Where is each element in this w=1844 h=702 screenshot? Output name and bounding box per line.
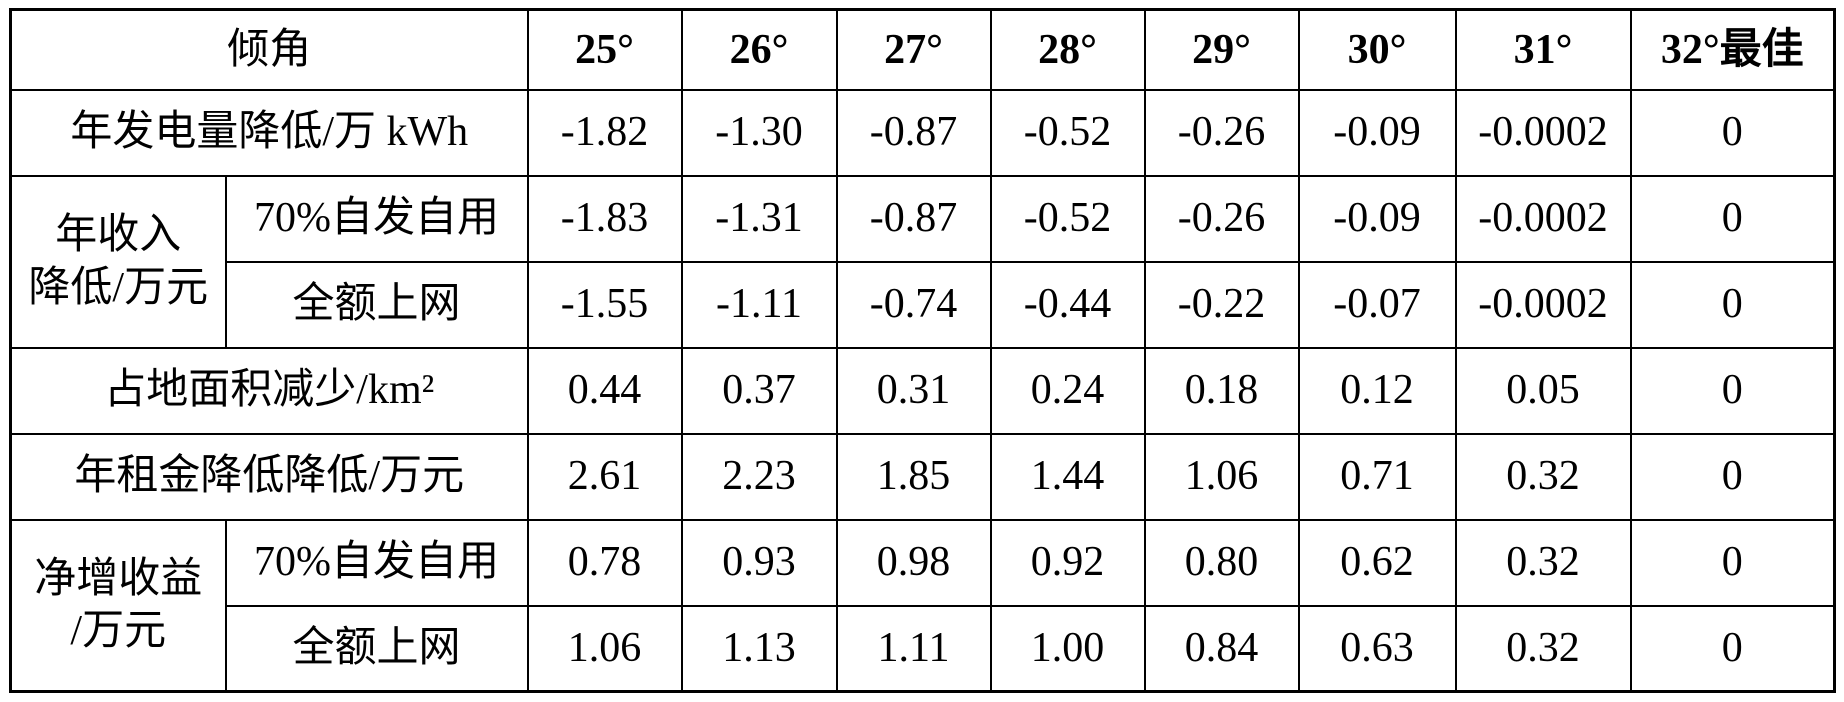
table-cell: 0.31 bbox=[835, 346, 992, 435]
table-cell: -1.82 bbox=[526, 88, 683, 177]
table-cell: -1.55 bbox=[526, 260, 683, 349]
table-cell: 0.84 bbox=[1143, 604, 1300, 693]
column-header-26deg: 26° bbox=[680, 8, 838, 91]
table-cell: 0.32 bbox=[1454, 518, 1632, 607]
table-cell: 0.98 bbox=[835, 518, 992, 607]
table-row-net-gain-full-grid: 全额上网 1.06 1.13 1.11 1.00 0.84 0.63 0.32 … bbox=[11, 604, 1836, 693]
table-cell: -1.30 bbox=[680, 88, 838, 177]
table-cell: 1.13 bbox=[680, 604, 838, 693]
column-header-29deg: 29° bbox=[1143, 8, 1300, 91]
column-header-31deg: 31° bbox=[1454, 8, 1632, 91]
table-cell: -0.87 bbox=[835, 88, 992, 177]
table-cell: 1.11 bbox=[835, 604, 992, 693]
table-cell: 1.06 bbox=[526, 604, 683, 693]
table-row-land-area-reduction: 占地面积减少/km² 0.44 0.37 0.31 0.24 0.18 0.12… bbox=[9, 346, 1836, 435]
table-row-annual-rent-decrease: 年租金降低降低/万元 2.61 2.23 1.85 1.44 1.06 0.71… bbox=[9, 432, 1836, 521]
table-cell: 0 bbox=[1629, 604, 1836, 693]
table-cell: 0.32 bbox=[1454, 604, 1632, 693]
table-cell: 1.85 bbox=[835, 432, 992, 521]
table-cell: -0.26 bbox=[1143, 88, 1300, 177]
table-cell: 0.62 bbox=[1297, 518, 1457, 607]
table-cell: 0 bbox=[1629, 518, 1836, 607]
column-header-30deg: 30° bbox=[1297, 8, 1457, 91]
table-cell: 1.44 bbox=[989, 432, 1146, 521]
column-header-28deg: 28° bbox=[989, 8, 1146, 91]
table-cell: -1.83 bbox=[526, 174, 683, 263]
tilt-angle-comparison-table: 倾角 25° 26° 27° 28° 29° 30° 31° 32°最佳 年发电… bbox=[9, 8, 1837, 693]
column-header-32deg-optimal: 32°最佳 bbox=[1629, 8, 1836, 91]
table-cell: 0 bbox=[1629, 88, 1836, 177]
table-cell: 0.92 bbox=[989, 518, 1146, 607]
table-cell: 0 bbox=[1629, 432, 1836, 521]
column-header-27deg: 27° bbox=[835, 8, 992, 91]
table-cell: -0.74 bbox=[835, 260, 992, 349]
table-cell: 1.06 bbox=[1143, 432, 1300, 521]
table-cell: -0.87 bbox=[835, 174, 992, 263]
table-row-annual-generation-decrease: 年发电量降低/万 kWh -1.82 -1.30 -0.87 -0.52 -0.… bbox=[9, 88, 1836, 177]
table-cell: 0 bbox=[1629, 346, 1836, 435]
table-cell: 0.32 bbox=[1454, 432, 1632, 521]
table-cell: 2.61 bbox=[526, 432, 683, 521]
table-cell: 0.71 bbox=[1297, 432, 1457, 521]
table-cell: -0.0002 bbox=[1454, 88, 1632, 177]
column-header-25deg: 25° bbox=[526, 8, 683, 91]
table-cell: 0.78 bbox=[526, 518, 683, 607]
table-cell: -0.0002 bbox=[1454, 174, 1632, 263]
table-row-annual-income-decrease-self-use: 年收入 降低/万元 70%自发自用 -1.83 -1.31 -0.87 -0.5… bbox=[9, 174, 1836, 349]
table-cell: 0.18 bbox=[1143, 346, 1300, 435]
row-sublabel-full-grid: 全额上网 bbox=[224, 604, 529, 693]
row-sublabel-full-grid: 全额上网 bbox=[224, 260, 529, 349]
table-cell: -0.07 bbox=[1297, 260, 1457, 349]
table-cell: 0.24 bbox=[989, 346, 1146, 435]
table-cell: -0.09 bbox=[1297, 88, 1457, 177]
corner-header-tilt-angle: 倾角 bbox=[9, 8, 529, 91]
row-label-land-area-reduction: 占地面积减少/km² bbox=[9, 346, 529, 435]
table-cell: 0 bbox=[1629, 174, 1836, 263]
row-sublabel-70pct-self-use: 70%自发自用 bbox=[224, 518, 529, 607]
table-cell: -0.09 bbox=[1297, 174, 1457, 263]
row-group-label-net-gain: 净增收益 /万元 bbox=[9, 518, 227, 693]
row-sublabel-70pct-self-use: 70%自发自用 bbox=[224, 174, 529, 263]
table-cell: 0.44 bbox=[526, 346, 683, 435]
table-cell: -1.11 bbox=[680, 260, 838, 349]
row-group-label-annual-income-decrease: 年收入 降低/万元 bbox=[9, 174, 227, 349]
table-cell: 0 bbox=[1629, 260, 1836, 349]
table-row-annual-income-decrease-full-grid: 全额上网 -1.55 -1.11 -0.74 -0.44 -0.22 -0.07… bbox=[11, 260, 1836, 349]
table-header-row: 倾角 25° 26° 27° 28° 29° 30° 31° 32°最佳 bbox=[9, 8, 1836, 91]
table-cell: 0.05 bbox=[1454, 346, 1632, 435]
table-cell: 1.00 bbox=[989, 604, 1146, 693]
table-cell: 2.23 bbox=[680, 432, 838, 521]
table-cell: -0.22 bbox=[1143, 260, 1300, 349]
table-row-net-gain-self-use: 净增收益 /万元 70%自发自用 0.78 0.93 0.98 0.92 0.8… bbox=[9, 518, 1836, 693]
table-cell: 0.93 bbox=[680, 518, 838, 607]
table-cell: -0.44 bbox=[989, 260, 1146, 349]
table-cell: -0.52 bbox=[989, 88, 1146, 177]
table-cell: -0.52 bbox=[989, 174, 1146, 263]
table-cell: 0.37 bbox=[680, 346, 838, 435]
table-cell: 0.80 bbox=[1143, 518, 1300, 607]
table-cell: 0.63 bbox=[1297, 604, 1457, 693]
row-label-annual-generation-decrease: 年发电量降低/万 kWh bbox=[9, 88, 529, 177]
row-label-annual-rent-decrease: 年租金降低降低/万元 bbox=[9, 432, 529, 521]
table-cell: -0.0002 bbox=[1454, 260, 1632, 349]
table-cell: -0.26 bbox=[1143, 174, 1300, 263]
table-cell: -1.31 bbox=[680, 174, 838, 263]
table-cell: 0.12 bbox=[1297, 346, 1457, 435]
